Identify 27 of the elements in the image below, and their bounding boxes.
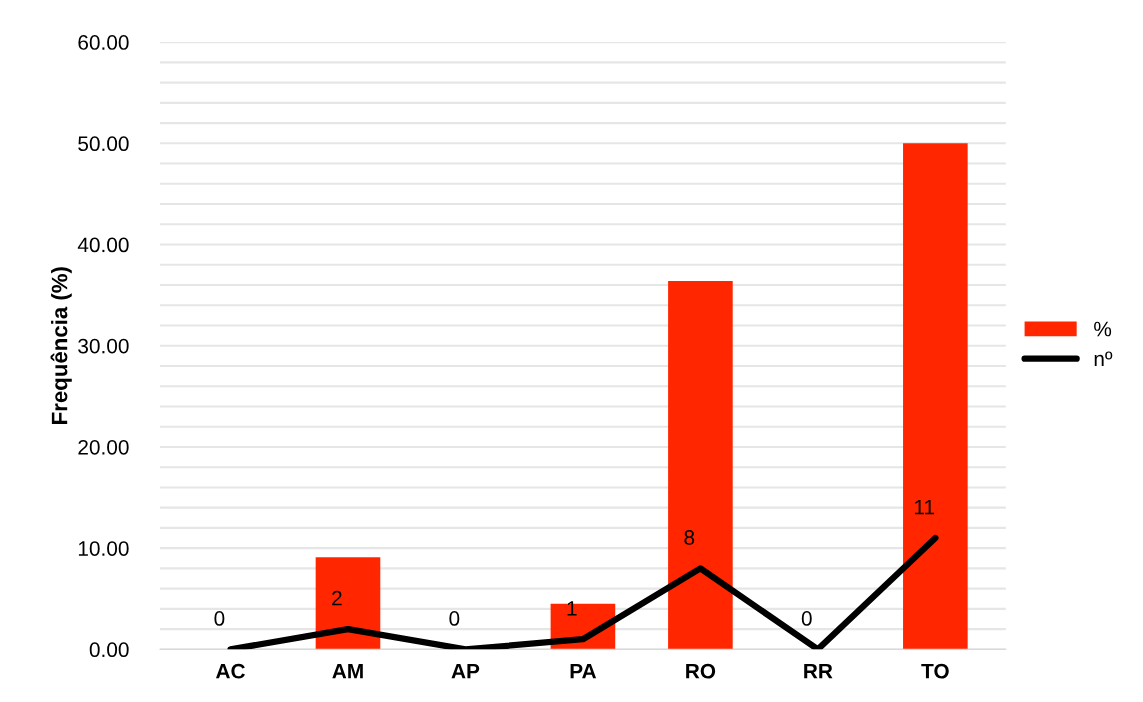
- y-tick-label: 10.00: [78, 541, 129, 556]
- y-tick-label: 50.00: [78, 136, 129, 152]
- bar: [903, 143, 968, 650]
- x-tick-label: AM: [332, 664, 363, 679]
- x-tick-label: RO: [686, 663, 716, 679]
- y-tick-label: 60.00: [78, 35, 129, 50]
- y-tick-label: 0.00: [89, 642, 129, 658]
- y-tick-label: 40.00: [77, 237, 129, 253]
- data-label: 1: [567, 601, 577, 616]
- x-tick-label: TO: [921, 663, 949, 679]
- data-label: 0: [449, 611, 460, 626]
- data-label: 8: [684, 530, 695, 545]
- x-tick-label: AC: [215, 663, 245, 679]
- x-tick-label: RR: [804, 664, 833, 679]
- data-label: 0: [801, 611, 812, 626]
- y-tick-label: 20.00: [78, 439, 129, 455]
- legend-label: %: [1094, 321, 1112, 337]
- legend-label: nº: [1094, 351, 1113, 367]
- x-tick-label: AP: [451, 664, 480, 679]
- bar: [668, 280, 733, 650]
- data-label: 2: [332, 590, 342, 606]
- x-tick-label: PA: [570, 664, 597, 679]
- y-axis-title: Frequência (%): [50, 267, 72, 424]
- data-label: 11: [915, 499, 935, 515]
- bar: [315, 557, 381, 650]
- y-tick-label: 30.00: [78, 338, 129, 354]
- data-label: 0: [214, 611, 225, 626]
